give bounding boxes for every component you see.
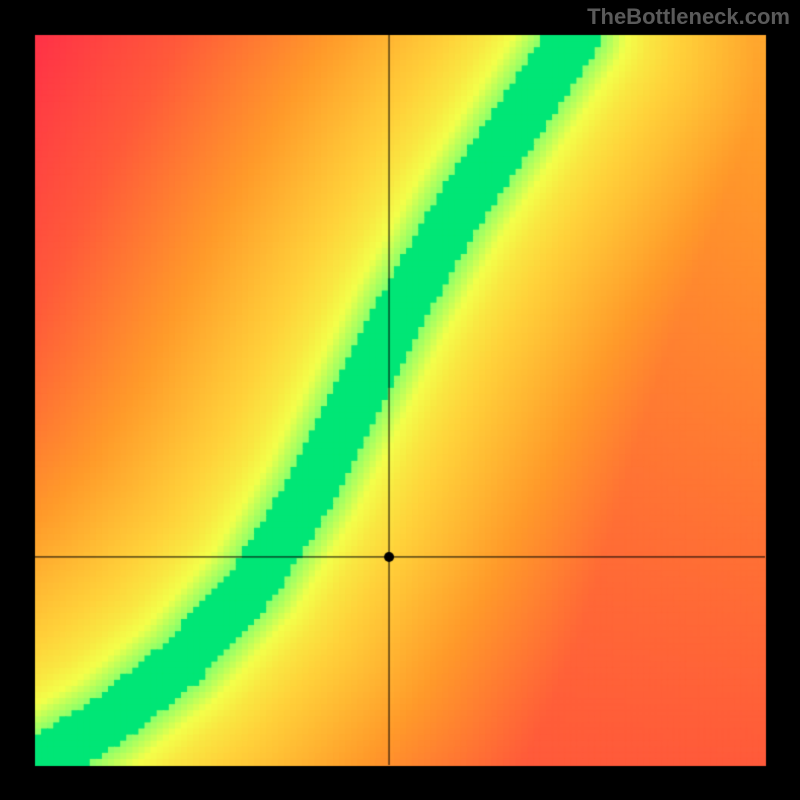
watermark-text: TheBottleneck.com xyxy=(587,4,790,30)
heatmap-chart xyxy=(0,0,800,800)
